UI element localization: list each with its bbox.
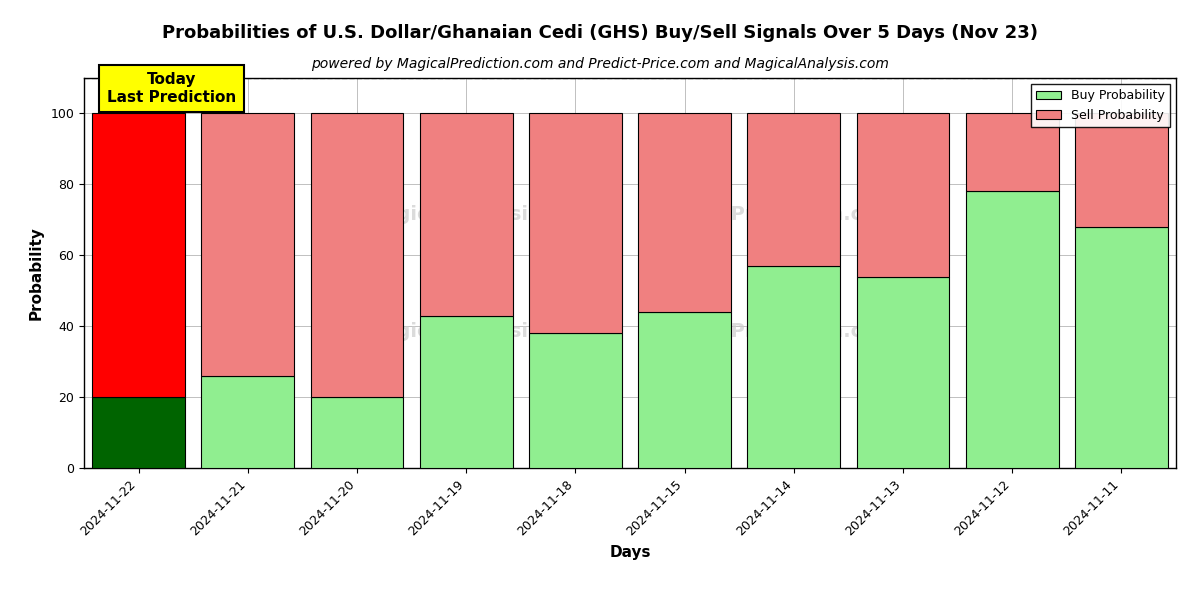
- Bar: [92, 397, 185, 468]
- Bar: [1075, 227, 1168, 468]
- Y-axis label: Probability: Probability: [29, 226, 43, 320]
- Bar: [202, 376, 294, 468]
- Text: MagicalAnalysis.com        MagicalPrediction.com: MagicalAnalysis.com MagicalPrediction.co…: [364, 205, 896, 224]
- Bar: [529, 333, 622, 468]
- Bar: [420, 316, 512, 468]
- Bar: [966, 113, 1058, 191]
- Bar: [1075, 113, 1168, 227]
- X-axis label: Days: Days: [610, 545, 650, 560]
- Text: Probabilities of U.S. Dollar/Ghanaian Cedi (GHS) Buy/Sell Signals Over 5 Days (N: Probabilities of U.S. Dollar/Ghanaian Ce…: [162, 24, 1038, 42]
- Bar: [857, 277, 949, 468]
- Bar: [311, 113, 403, 397]
- Legend: Buy Probability, Sell Probability: Buy Probability, Sell Probability: [1031, 84, 1170, 127]
- Bar: [202, 113, 294, 376]
- Text: MagicalAnalysis.com        MagicalPrediction.com: MagicalAnalysis.com MagicalPrediction.co…: [364, 322, 896, 341]
- Bar: [857, 113, 949, 277]
- Bar: [638, 312, 731, 468]
- Bar: [748, 113, 840, 266]
- Text: Today
Last Prediction: Today Last Prediction: [107, 73, 236, 105]
- Bar: [529, 113, 622, 333]
- Bar: [966, 191, 1058, 468]
- Bar: [638, 113, 731, 312]
- Bar: [92, 113, 185, 397]
- Bar: [748, 266, 840, 468]
- Bar: [420, 113, 512, 316]
- Bar: [311, 397, 403, 468]
- Text: powered by MagicalPrediction.com and Predict-Price.com and MagicalAnalysis.com: powered by MagicalPrediction.com and Pre…: [311, 57, 889, 71]
